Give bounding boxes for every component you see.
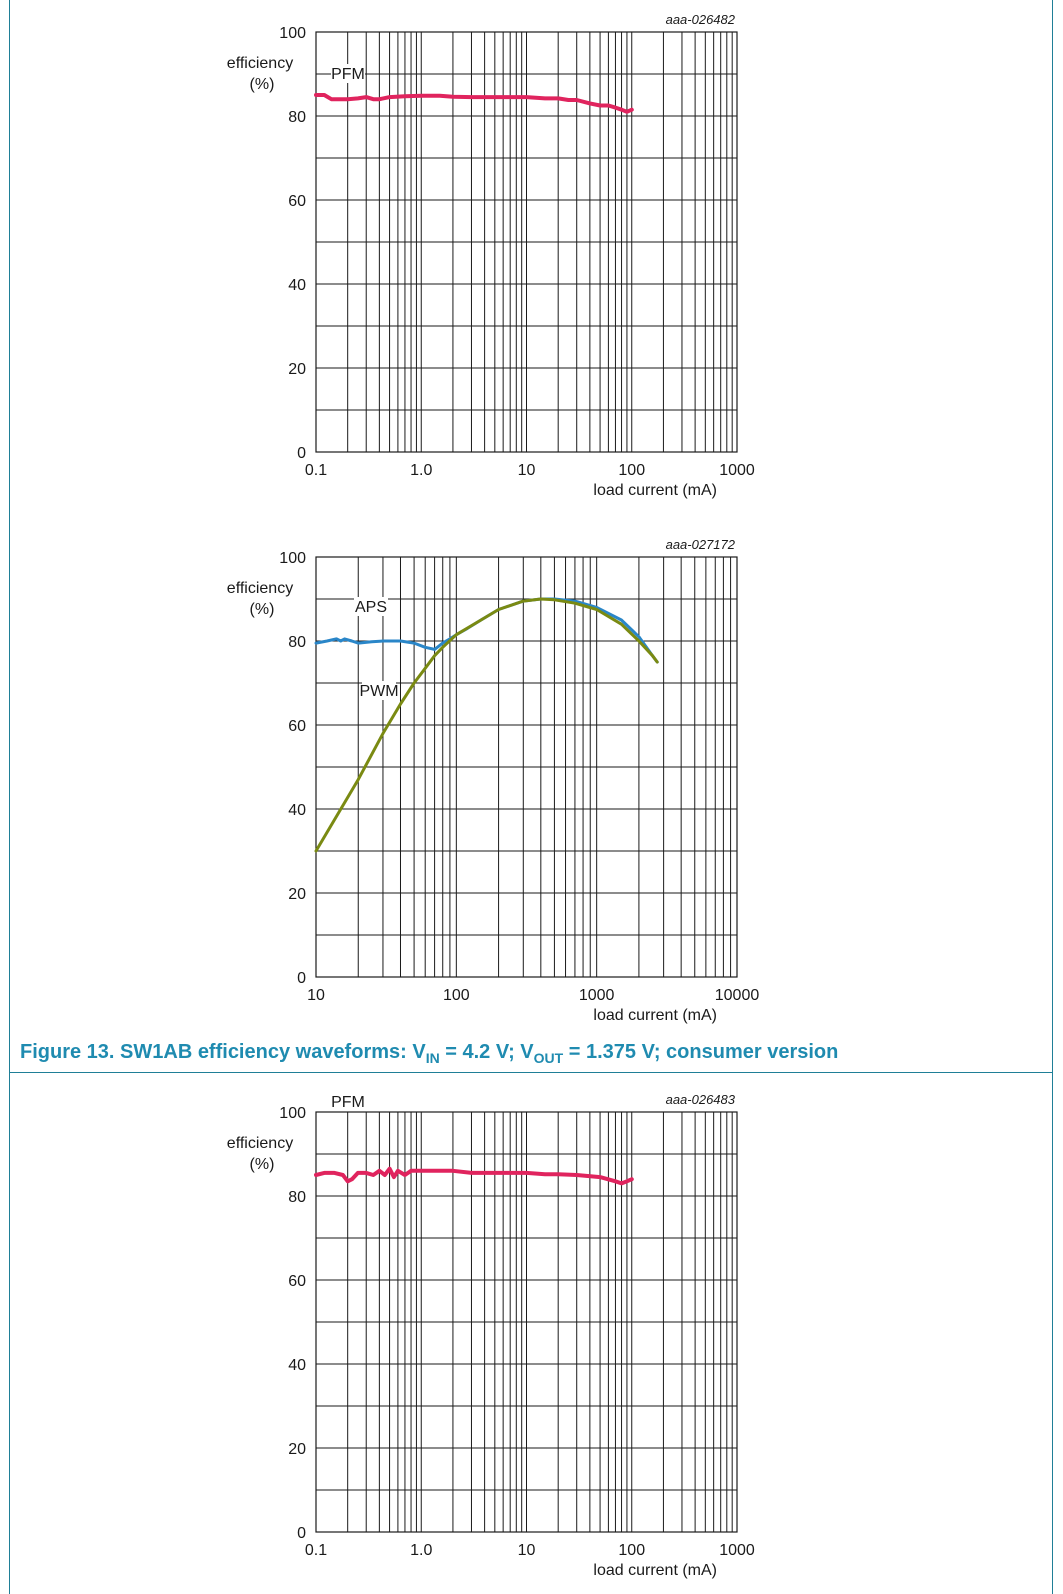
- y-tick-label: 80: [288, 109, 306, 126]
- figure-frame: [9, 0, 1053, 1594]
- y-axis-unit-label: (%): [250, 1156, 275, 1173]
- figure-code: aaa-027172: [666, 537, 736, 552]
- x-tick-label: 1.0: [410, 462, 432, 479]
- x-tick-label: 100: [618, 462, 645, 479]
- y-axis-label: efficiency: [227, 580, 293, 597]
- y-tick-label: 40: [288, 277, 306, 294]
- y-tick-label: 0: [297, 970, 306, 987]
- series-line-pfm: [314, 1166, 634, 1186]
- x-tick-label: 0.1: [305, 462, 327, 479]
- series-label-bg: [331, 1092, 365, 1111]
- series-label-bg: [354, 597, 388, 616]
- y-tick-label: 20: [288, 1441, 306, 1458]
- y-tick-label: 60: [288, 1273, 306, 1290]
- figure-caption: Figure 13. SW1AB efficiency waveforms: V…: [20, 1041, 839, 1066]
- series-line-aps: [314, 597, 659, 664]
- x-tick-label: 100: [443, 987, 470, 1004]
- efficiency-chart-1: 0 20 40 60 80 100 0.1 1.0 10 100 1000 efficiency (%)…: [227, 12, 755, 499]
- y-axis-unit-label: (%): [250, 601, 275, 618]
- y-tick-label: 80: [288, 1189, 306, 1206]
- series-line-pwm: [314, 597, 659, 853]
- figure-code: aaa-026482: [666, 12, 736, 27]
- x-tick-label: 1000: [719, 1542, 755, 1559]
- y-tick-label: 40: [288, 1357, 306, 1374]
- x-tick-label: 10000: [715, 987, 760, 1004]
- y-tick-label: 60: [288, 718, 306, 735]
- x-tick-label: 1000: [719, 462, 755, 479]
- x-tick-label: 10: [518, 1542, 536, 1559]
- y-axis-label: efficiency: [227, 1135, 293, 1152]
- x-tick-label: 100: [618, 1542, 645, 1559]
- y-tick-label: 100: [279, 25, 306, 42]
- x-axis-label: load current (mA): [593, 1007, 717, 1024]
- series-label-pwm: PWM: [359, 683, 398, 700]
- caption-divider: [9, 1072, 1053, 1073]
- series-label-bg: [331, 64, 365, 83]
- x-tick-label: 0.1: [305, 1542, 327, 1559]
- y-axis-label: efficiency: [227, 55, 293, 72]
- y-tick-label: 0: [297, 445, 306, 462]
- y-tick-label: 60: [288, 193, 306, 210]
- figure-code: aaa-026483: [666, 1092, 736, 1107]
- plot-border: [315, 556, 738, 978]
- series-line-pfm: [314, 93, 634, 114]
- series-label-pfm: PFM: [331, 1094, 365, 1111]
- plot-border: [315, 31, 738, 453]
- y-axis-unit-label: (%): [250, 76, 275, 93]
- grid: [315, 1111, 737, 1533]
- series-label-pfm: PFM: [331, 66, 365, 83]
- y-tick-label: 20: [288, 361, 306, 378]
- efficiency-chart-3: 0 20 40 60 80 100 0.1 1.0 10 100 1000 efficiency (%)…: [227, 1092, 755, 1579]
- x-axis-label: load current (mA): [593, 1562, 717, 1579]
- grid: [315, 31, 737, 453]
- x-tick-label: 10: [518, 462, 536, 479]
- x-tick-label: 1.0: [410, 1542, 432, 1559]
- y-tick-label: 0: [297, 1525, 306, 1542]
- x-tick-label: 1000: [579, 987, 615, 1004]
- y-tick-label: 100: [279, 1105, 306, 1122]
- x-tick-label: 10: [307, 987, 325, 1004]
- series-label-bg: [362, 681, 396, 700]
- series-label-aps: APS: [355, 599, 387, 616]
- x-axis-label: load current (mA): [593, 482, 717, 499]
- y-tick-label: 100: [279, 550, 306, 567]
- y-tick-label: 40: [288, 802, 306, 819]
- y-tick-label: 80: [288, 634, 306, 651]
- grid: [315, 556, 737, 978]
- plot-border: [315, 1111, 738, 1533]
- efficiency-chart-2: 0 20 40 60 80 100 10 100 1000 10000 efficiency (%) l…: [227, 537, 760, 1024]
- y-tick-label: 20: [288, 886, 306, 903]
